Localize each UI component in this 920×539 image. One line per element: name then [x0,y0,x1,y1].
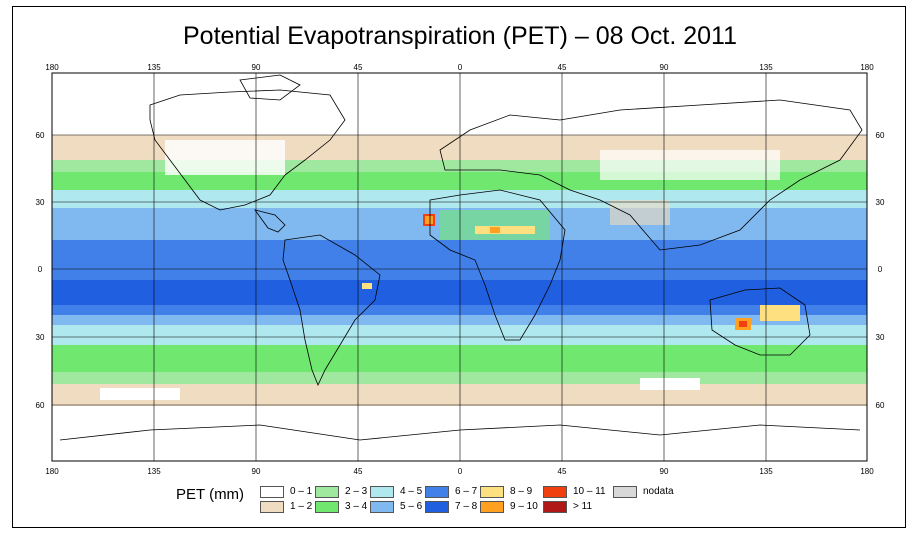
graticule [52,73,867,461]
tick-bottom-lon: 180 [45,467,59,476]
north-america-low [165,140,285,175]
tick-left-lat: 0 [38,265,43,274]
hotspot-australia-core [739,321,747,327]
legend-text-2-3: 2 – 3 [345,486,368,497]
legend-swatch-gt11 [543,501,567,513]
hotspot-brazil [362,283,372,289]
tick-bottom-lon: 45 [558,467,567,476]
legend-swatch-0-1 [260,486,284,498]
australia-outline [709,287,811,356]
tick-bottom-lon: 45 [354,467,363,476]
sahara-band [440,210,550,240]
legend-text-9-10: 9 – 10 [510,501,538,512]
legend-text-nodata: nodata [643,486,674,497]
legend-swatch-6-7 [425,486,449,498]
coastlines [59,74,863,441]
legend-text-3-4: 3 – 4 [345,501,368,512]
legend-swatch-nodata [613,486,637,498]
hotspot-australia-east [760,305,800,321]
tick-bottom-lon: 0 [458,467,463,476]
legend-swatch-7-8 [425,501,449,513]
africa-outline [429,189,566,341]
legend-swatch-10-11 [543,486,567,498]
legend-text-0-1: 0 – 1 [290,486,313,497]
tick-top-lon: 135 [759,63,773,72]
band-south-white-patch [100,388,180,400]
legend-text-7-8: 7 – 8 [455,501,478,512]
left-lat-ticks: 60 30 0 30 60 [36,131,45,410]
legend-swatch-4-5 [370,486,394,498]
legend-swatch-9-10 [480,501,504,513]
tick-left-lat: 30 [36,198,45,207]
tick-top-lon: 0 [458,63,463,72]
pet-bands [52,135,867,406]
band-equator-7-8 [52,280,867,305]
central-america-outline [254,209,286,233]
north-america-outline [149,89,346,211]
tick-left-lat: 60 [36,401,45,410]
greenland-outline [239,74,301,101]
tick-left-lat: 30 [36,333,45,342]
legend-text-gt11: > 11 [573,501,592,512]
legend-swatch-8-9 [480,486,504,498]
tick-right-lat: 30 [876,198,885,207]
band-south-3-4 [52,345,867,375]
legend-text-5-6: 5 – 6 [400,501,423,512]
tick-right-lat: 0 [878,265,883,274]
tick-right-lat: 30 [876,333,885,342]
tick-top-lon: 90 [660,63,669,72]
legend-text-4-5: 4 – 5 [400,486,423,497]
legend-swatch-2-3 [315,486,339,498]
tick-top-lon: 180 [45,63,59,72]
tick-top-lon: 180 [860,63,874,72]
tick-right-lat: 60 [876,401,885,410]
legend-text-10-11: 10 – 11 [573,486,606,497]
bottom-lon-ticks: 180 135 90 45 0 45 90 135 180 [45,467,874,476]
tick-bottom-lon: 135 [759,467,773,476]
tick-bottom-lon: 180 [860,467,874,476]
legend-text-6-7: 6 – 7 [455,486,478,497]
map-title: Potential Evapotranspiration (PET) – 08 … [182,22,737,50]
india-band [610,200,670,225]
tick-top-lon: 45 [354,63,363,72]
tick-top-lon: 90 [252,63,261,72]
tick-bottom-lon: 90 [660,467,669,476]
legend-swatch-3-4 [315,501,339,513]
legend-swatch-1-2 [260,501,284,513]
band-south-white-patch-2 [640,378,700,390]
right-lat-ticks: 60 30 0 30 60 [876,131,885,410]
eurasia-outline [439,99,863,251]
map-border [51,72,868,462]
tick-top-lon: 135 [147,63,161,72]
tick-bottom-lon: 135 [147,467,161,476]
top-lon-ticks: 180 135 90 45 0 45 90 135 180 [45,63,874,72]
legend-title: PET (mm) [176,486,245,503]
hotspot-sahel [475,226,535,234]
asia-low [600,150,780,180]
tick-top-lon: 45 [558,63,567,72]
tick-left-lat: 60 [36,131,45,140]
legend-text-8-9: 8 – 9 [510,486,533,497]
legend-swatch-5-6 [370,501,394,513]
legend-text-1-2: 1 – 2 [290,501,313,512]
tick-right-lat: 60 [876,131,885,140]
tick-bottom-lon: 90 [252,467,261,476]
band-south-2-3 [52,372,867,386]
hotspot-sahel-core [490,227,500,233]
hotspot-westafrica-core [425,216,433,224]
south-america-outline [282,234,381,387]
